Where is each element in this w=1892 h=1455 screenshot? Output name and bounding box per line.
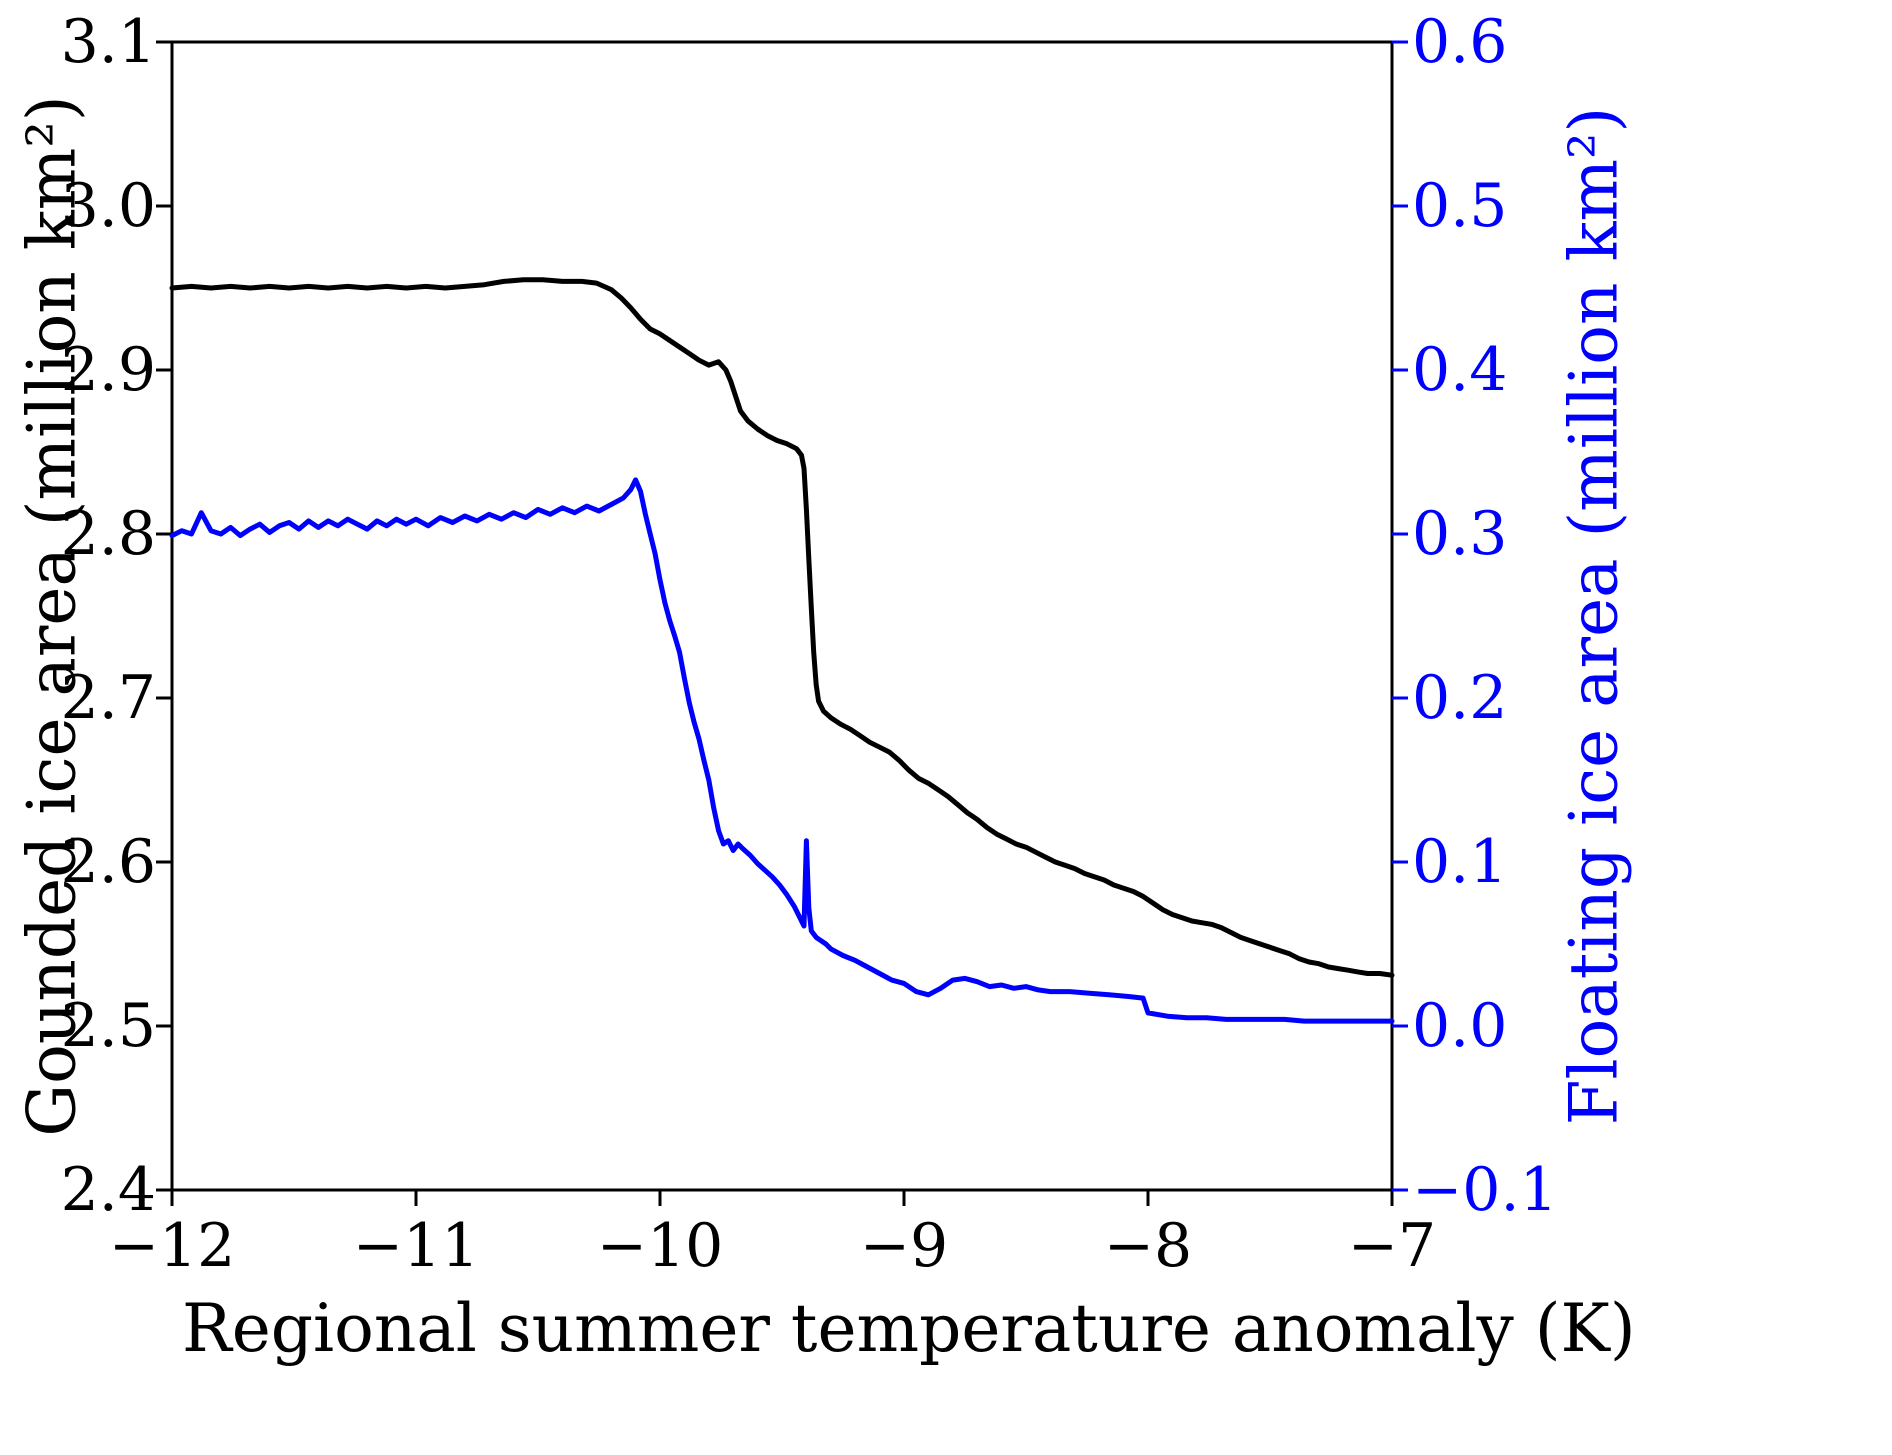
x-tick-label: −11 (352, 1211, 480, 1281)
y-left-tick-label: 2.7 (60, 663, 156, 733)
y-left-tick-label: 2.8 (60, 499, 156, 569)
grounded-ice-line (169, 277, 1395, 978)
x-axis-title: Regional summer temperature anomaly (K) (182, 1290, 1636, 1367)
y-right-tick-label: 0.1 (1412, 827, 1508, 897)
y-right-tick-label: 0.2 (1412, 663, 1508, 733)
y-right-tick-label: 0.4 (1412, 335, 1508, 405)
x-tick-label: −9 (859, 1211, 949, 1281)
floating-ice-line (169, 477, 1395, 1024)
y-left-tick-label: 2.9 (60, 335, 156, 405)
y-left-tick-label: 3.0 (60, 171, 156, 241)
y-left-tick-label: 2.5 (60, 991, 156, 1061)
y-axis-title-right: Floating ice area (million km²) (1555, 106, 1633, 1126)
y-right-tick-label: 0.6 (1412, 7, 1508, 77)
axes-spines (170, 40, 1394, 1192)
y-right-tick-label: 0.0 (1412, 991, 1508, 1061)
x-tick-label: −8 (1103, 1211, 1193, 1281)
x-tick-label: −7 (1347, 1211, 1437, 1281)
y-left-tick-label: 2.6 (60, 827, 156, 897)
y-right-tick-label: 0.5 (1412, 171, 1508, 241)
y-left-tick-label: 2.4 (60, 1155, 156, 1225)
x-tick-label: −10 (596, 1211, 724, 1281)
x-tick-label: −12 (108, 1211, 236, 1281)
y-right-tick-label: −0.1 (1412, 1155, 1558, 1225)
y-left-tick-label: 3.1 (60, 7, 156, 77)
y-right-tick-label: 0.3 (1412, 499, 1508, 569)
y-axis-title-left: Gounded ice area (million km²) (13, 95, 91, 1137)
